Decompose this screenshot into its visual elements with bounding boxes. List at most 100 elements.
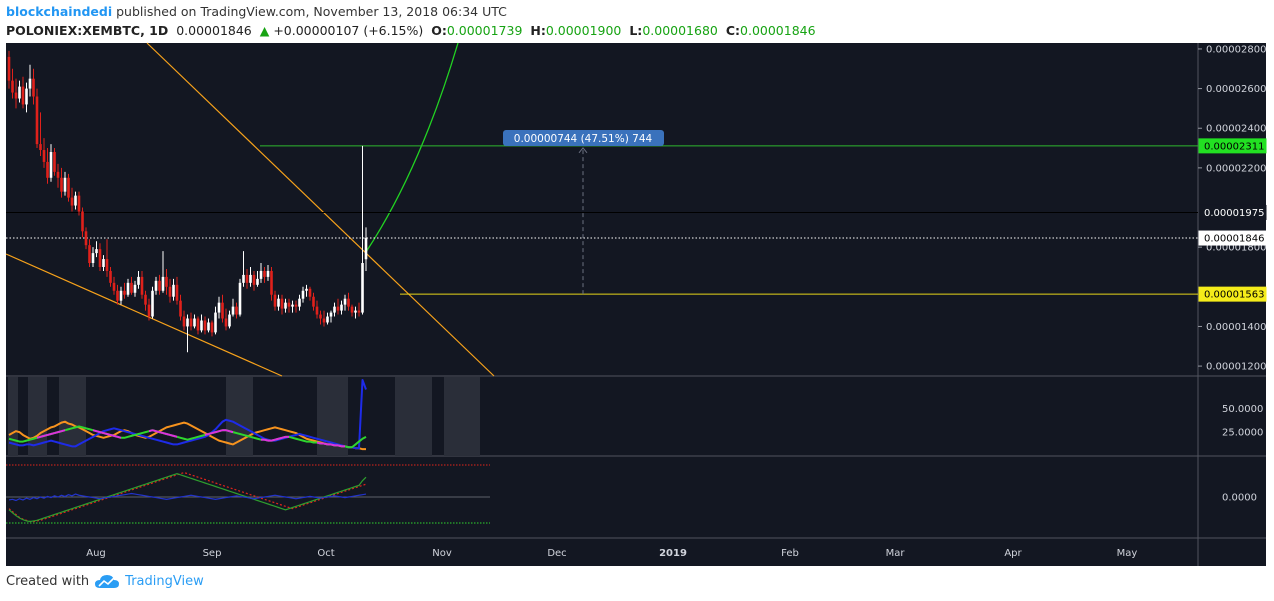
descending-trendline-lower bbox=[5, 253, 283, 377]
candle-body bbox=[354, 310, 357, 313]
candle-body bbox=[322, 318, 326, 323]
time-tick-label: May bbox=[1117, 548, 1138, 559]
indicator1-series-segment bbox=[103, 432, 108, 435]
candle-body bbox=[186, 318, 189, 327]
candle-body bbox=[308, 288, 312, 297]
plot-background bbox=[6, 43, 1198, 538]
indicator1-series-segment bbox=[330, 443, 335, 447]
indicator1-series-line bbox=[8, 425, 367, 449]
candle-body bbox=[165, 276, 168, 287]
candle-body bbox=[70, 197, 74, 206]
candle-body bbox=[98, 249, 102, 267]
support-price-label-box bbox=[1198, 286, 1267, 302]
candle-body bbox=[315, 306, 319, 315]
candle-body bbox=[350, 306, 354, 313]
time-tick-label: Dec bbox=[547, 548, 566, 559]
indicator1-series-segment bbox=[117, 435, 122, 439]
indicator1-series-segment bbox=[316, 441, 321, 445]
candle-body bbox=[105, 259, 109, 271]
candle-body bbox=[312, 296, 315, 307]
candle-body bbox=[18, 86, 21, 99]
open-label: O: bbox=[431, 23, 447, 38]
measure-label-text: 0.00000744 (47.51%) 744 bbox=[514, 133, 653, 145]
high-value: 0.00001900 bbox=[545, 23, 622, 38]
candle-body bbox=[161, 276, 165, 291]
candle-body bbox=[133, 284, 137, 293]
publish-line: blockchaindedi published on TradingView.… bbox=[6, 4, 507, 19]
published-text: published on TradingView.com, November 1… bbox=[116, 4, 507, 19]
candle-body bbox=[175, 284, 179, 301]
candle-body bbox=[126, 282, 130, 295]
level-price-label-box bbox=[1198, 204, 1267, 220]
price-change: +0.00000107 (+6.15%) bbox=[273, 23, 424, 38]
candle-body bbox=[130, 282, 133, 293]
candle-body bbox=[116, 290, 119, 301]
footer: Created with TradingView bbox=[6, 574, 204, 589]
indicator1-series-segment bbox=[211, 431, 216, 435]
time-tick-label: 2019 bbox=[659, 548, 687, 559]
candle-body bbox=[88, 245, 91, 264]
candle-body bbox=[77, 195, 81, 212]
candle-body bbox=[301, 290, 305, 299]
candle-body bbox=[200, 320, 203, 331]
candle-body bbox=[357, 310, 361, 313]
price-tick-label: 0.00002400 bbox=[1206, 124, 1266, 135]
price-tick-label: 0.00001800 bbox=[1206, 243, 1266, 254]
candle-body bbox=[63, 177, 67, 192]
candle-body bbox=[11, 80, 14, 93]
candle-body bbox=[235, 306, 238, 315]
low-value: 0.00001680 bbox=[642, 23, 718, 38]
candle-body bbox=[259, 270, 263, 279]
indicator1-series-segment bbox=[113, 434, 118, 438]
indicator1-series-segment bbox=[264, 438, 269, 442]
indicator1-series-segment bbox=[57, 430, 62, 434]
low-label: L: bbox=[629, 23, 643, 38]
candle-body bbox=[7, 56, 11, 81]
target-price-label-box bbox=[1198, 138, 1267, 154]
candle-body bbox=[203, 320, 207, 331]
time-tick-label: Oct bbox=[317, 548, 334, 559]
indicator1-series-segment bbox=[169, 433, 174, 437]
tradingview-link[interactable]: TradingView bbox=[95, 574, 204, 589]
author-link[interactable]: blockchaindedi bbox=[6, 4, 113, 19]
candle-body bbox=[60, 177, 63, 192]
indicator1-series-segment bbox=[50, 432, 55, 435]
candle-body bbox=[266, 270, 270, 277]
candle-body bbox=[305, 288, 308, 291]
candle-body bbox=[14, 92, 18, 99]
candle-body bbox=[326, 316, 329, 323]
candle-body bbox=[140, 276, 144, 295]
candle-body bbox=[287, 302, 291, 307]
candle-body bbox=[245, 274, 249, 283]
candle-body bbox=[189, 318, 193, 327]
candle-body bbox=[32, 78, 35, 97]
candle-body bbox=[154, 280, 158, 291]
candle-body bbox=[147, 304, 151, 317]
candle-body bbox=[42, 150, 46, 162]
candle-body bbox=[319, 314, 322, 319]
highlight-band bbox=[8, 377, 18, 456]
ohlc-line: POLONIEX:XEMBTC, 1D 0.00001846 ▲ +0.0000… bbox=[6, 23, 816, 38]
candle-body bbox=[56, 171, 60, 178]
candle-body bbox=[182, 316, 186, 327]
candle-body bbox=[284, 302, 287, 309]
indicator1-series-segment bbox=[281, 435, 286, 439]
indicator1-series-segment bbox=[271, 438, 276, 442]
candle-body bbox=[168, 286, 172, 297]
candle-body bbox=[25, 88, 28, 105]
candle-body bbox=[28, 78, 32, 89]
candle-body bbox=[193, 318, 196, 327]
indicator1-series-segment bbox=[99, 431, 104, 435]
indicator1-series-segment bbox=[148, 429, 153, 433]
indicator1-series-segment bbox=[152, 429, 157, 433]
last-price: 0.00001846 bbox=[176, 23, 252, 38]
close-label: C: bbox=[725, 23, 741, 38]
indicator2-series-line bbox=[8, 473, 367, 523]
time-tick-label: Apr bbox=[1004, 548, 1022, 559]
time-tick-label: Feb bbox=[781, 548, 799, 559]
indicator1-series-segment bbox=[218, 429, 223, 433]
candle-body bbox=[291, 304, 294, 307]
candle-body bbox=[81, 211, 84, 232]
candle-body bbox=[280, 298, 284, 309]
